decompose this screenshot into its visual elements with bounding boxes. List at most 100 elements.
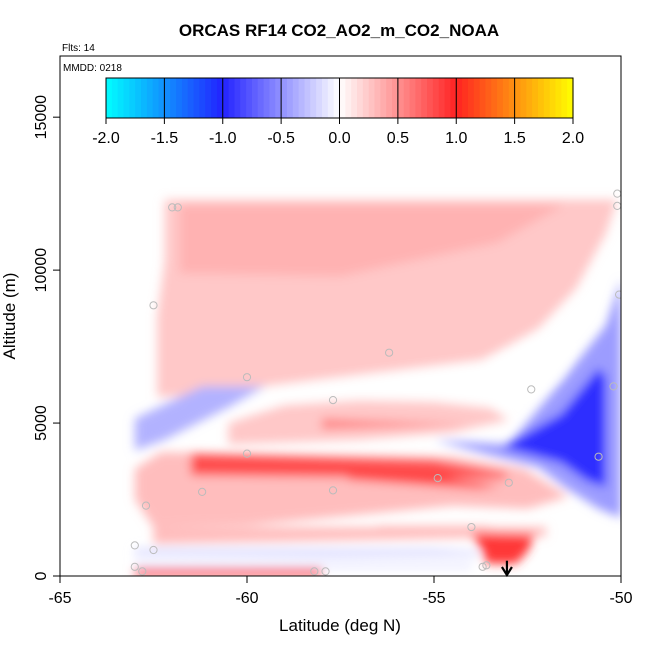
colorbar-cell [555,78,562,118]
colorbar-cell [123,78,130,118]
colorbar-cell [339,78,346,118]
colorbar-cell [181,78,189,118]
colorbar-cell [135,78,142,118]
colorbar-tick-label: -1.5 [151,130,179,147]
x-tick-label: -50 [609,590,632,607]
date-label: MMDD: 0218 [63,63,122,74]
sample-point [613,189,621,198]
colorbar-cell [129,78,136,118]
colorbar-cell [467,78,475,118]
sample-point [609,382,618,391]
region-red-streak-middle [348,473,502,489]
colorbar-cell [164,78,171,118]
sample-point [615,290,621,299]
colorbar-cell [444,78,452,118]
colorbar-cell [211,78,218,118]
y-axis-label: Altitude (m) [0,273,19,360]
colorbar-cell [374,78,381,118]
colorbar-cell [321,78,329,118]
colorbar-cell [193,78,200,118]
colorbar-tick-label: -0.5 [267,130,295,147]
sample-point [478,562,487,571]
colorbar-cell [158,78,165,118]
colorbar-cell [462,78,469,118]
colorbar-cell [106,78,113,118]
chart-title: ORCAS RF14 CO2_AO2_m_CO2_NOAA [179,21,499,40]
sample-point [504,478,513,487]
colorbar-cell [316,78,323,118]
region-right-negative-core [501,368,606,488]
colorbar-cell [292,78,300,118]
colorbar-cell [263,78,271,118]
region-surface-red-strip [134,569,322,576]
sample-point [198,487,207,496]
colorbar-tick-label: 0.0 [328,130,350,147]
colorbar-cell [368,78,376,118]
colorbar-cell [450,78,457,118]
colorbar-cell [286,78,294,118]
colorbar-cell [222,78,230,118]
colorbar-cell [491,78,498,118]
colorbar-cell [111,78,119,118]
region-low-negative-strip-2 [134,563,472,568]
x-axis: -65 -60 -55 -50 [48,575,633,607]
colorbar-cell [310,78,317,118]
colorbar-cell [473,78,481,118]
sample-point [482,561,491,570]
sample-points [130,189,621,576]
colorbar-cell [543,78,551,118]
sample-point [594,452,603,461]
colorbar-cell [269,78,276,118]
sample-point [310,567,319,576]
x-tick-label: -65 [48,590,71,607]
sample-point [527,385,536,394]
sample-point [149,545,158,555]
heatmap-field [134,199,621,576]
colorbar-cell [333,78,341,118]
colorbar-cell [386,78,393,118]
colorbar-tick-label: 2.0 [562,130,584,147]
colorbar-cell [246,78,253,118]
field-regions [134,199,621,576]
region-low-negative-strip [134,548,479,558]
colorbar-cell [497,78,504,118]
sample-point [130,541,139,550]
colorbar-cell [251,78,259,118]
region-bottom-red-bump [471,533,535,564]
colorbar-cell [304,78,311,118]
region-red-streak-upper [190,453,509,479]
colorbar-cell [170,78,177,118]
colorbar-cell [479,78,487,118]
colorbar-cell [357,78,364,118]
y-tick-label: 0 [33,571,50,580]
colorbar-cell [427,78,434,118]
colorbar-cell [380,78,387,118]
colorbar-tick-label: 1.0 [445,130,467,147]
sample-point [173,203,182,212]
region-upper-core [179,204,565,277]
colorbar-cell [117,78,125,118]
sample-point [242,373,252,382]
colorbar-cell [502,78,510,118]
colorbar-cell [567,78,574,118]
annotation-layer [500,560,513,578]
colorbar-cell [228,78,236,118]
colorbar-cell [275,78,282,118]
colorbar-tick-label: -2.0 [92,130,120,147]
colorbar-cell [520,78,527,118]
sample-point [242,449,252,458]
colorbar-cell [508,78,516,118]
colorbar-cell [485,78,492,118]
colorbar-cell [187,78,195,118]
annotation-arrow-head [500,566,513,578]
colorbar-cell [327,78,335,118]
colorbar-cell [392,78,399,118]
x-tick-label: -60 [235,590,258,607]
region-low-positive-band [153,527,547,544]
sample-point [467,522,476,532]
colorbar-cell [216,78,224,118]
colorbar-cell [532,78,539,118]
colorbar-cell [526,78,533,118]
colorbar-cell [351,78,358,118]
